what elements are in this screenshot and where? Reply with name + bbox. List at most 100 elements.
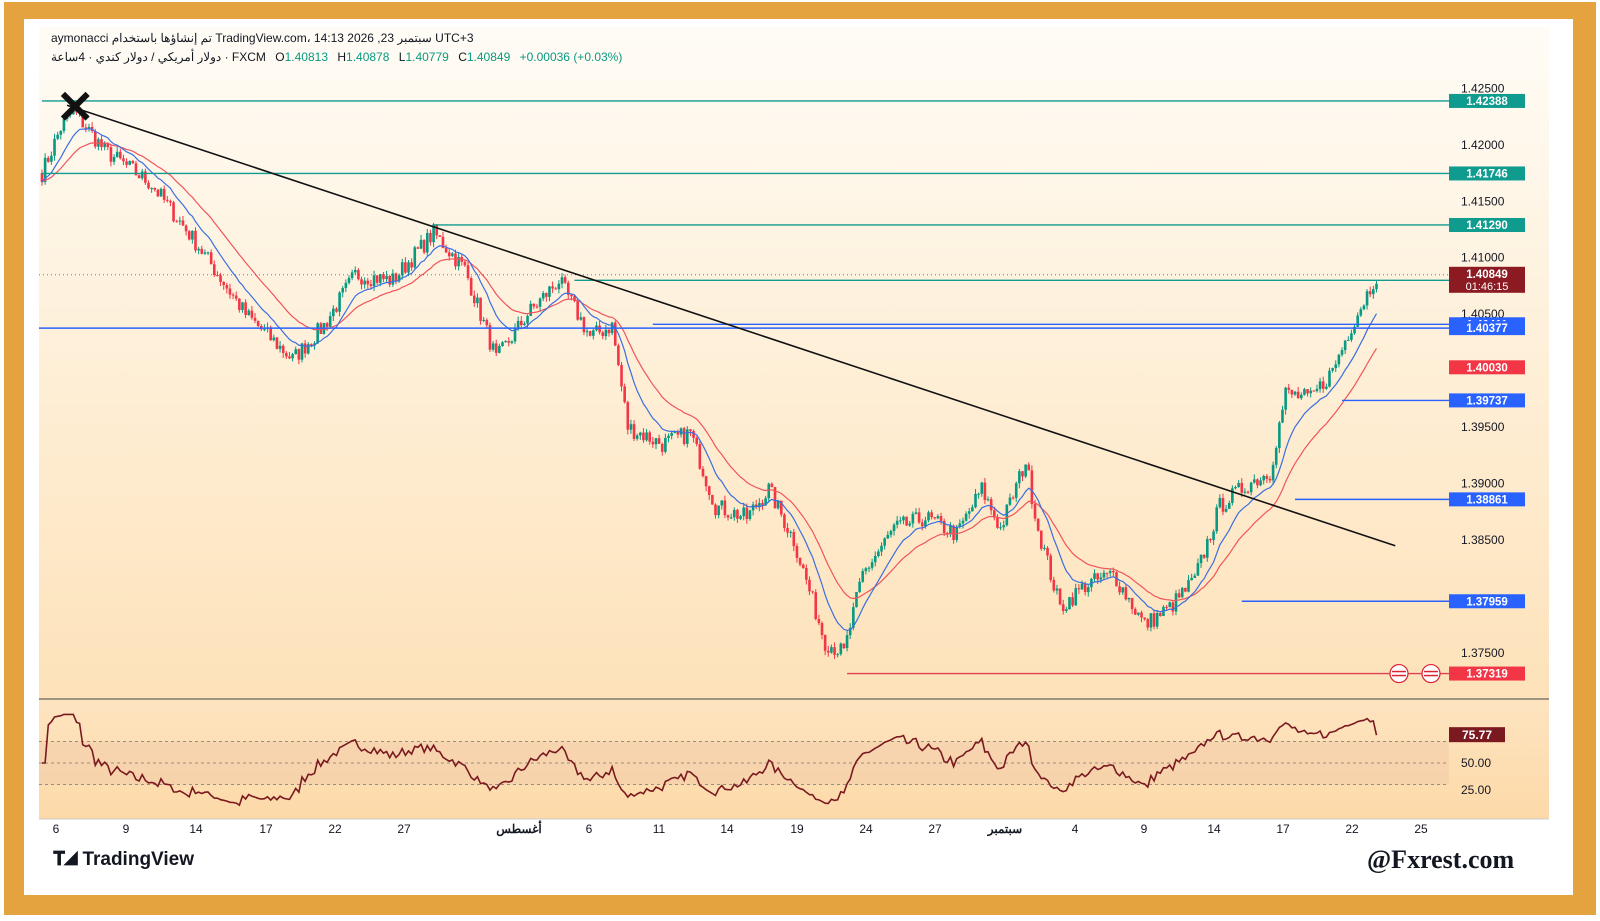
candle — [357, 269, 360, 280]
candle — [328, 316, 332, 327]
candle — [707, 486, 711, 495]
candle — [1036, 518, 1040, 531]
candle — [670, 432, 673, 436]
candle — [501, 342, 504, 346]
candle — [278, 345, 282, 349]
candle — [1102, 572, 1106, 578]
candle — [1259, 480, 1262, 486]
time-tick-label: 19 — [790, 822, 804, 836]
candle — [732, 509, 736, 518]
candle — [545, 293, 548, 297]
candle — [1224, 508, 1228, 512]
candle — [570, 294, 573, 297]
candle — [964, 513, 968, 521]
countdown-label: 01:46:15 — [1466, 281, 1509, 293]
candle — [1065, 609, 1068, 611]
candle — [59, 130, 63, 135]
time-tick-label: 14 — [189, 822, 203, 836]
candle — [1331, 368, 1334, 371]
candle — [494, 343, 498, 353]
candle — [212, 264, 216, 276]
candle — [792, 531, 796, 547]
rsi-value-badge — [1449, 727, 1505, 743]
candle — [297, 349, 301, 360]
time-tick-label: 17 — [259, 822, 273, 836]
candle — [175, 221, 178, 223]
candle — [607, 329, 611, 334]
candle — [751, 504, 755, 511]
candle — [779, 500, 783, 515]
candle — [513, 328, 517, 342]
candle — [1140, 612, 1143, 618]
symbol-label: دولار أمريكي / دولار كندي · 4ساعة · FXCM — [51, 50, 266, 64]
price-tick-label: 1.42500 — [1461, 81, 1505, 95]
price-chart[interactable]: ✕ 1.425001.420001.415001.410001.405001.39… — [39, 27, 1549, 837]
candle — [833, 647, 836, 655]
candle — [62, 119, 66, 131]
candle — [1011, 497, 1015, 499]
candle — [601, 332, 605, 337]
header-info: تم إنشاؤها باستخدام TradingView.com، 14:… — [111, 31, 474, 45]
candle — [1137, 612, 1140, 615]
high-label: H — [337, 50, 347, 64]
candle — [457, 256, 460, 267]
candle — [1281, 409, 1284, 423]
time-tick-label: 22 — [1345, 822, 1359, 836]
candle — [347, 277, 351, 283]
time-tick-label: 6 — [586, 822, 593, 836]
time-tick-label: 17 — [1276, 822, 1290, 836]
candle — [344, 282, 348, 289]
candle — [1043, 547, 1046, 549]
candle — [557, 283, 561, 290]
rsi-line — [42, 713, 1378, 807]
candle — [388, 276, 392, 285]
flag-icon — [1421, 663, 1441, 684]
level-badge-label: 1.37959 — [1466, 596, 1508, 608]
candle — [1146, 619, 1150, 628]
candle — [930, 512, 933, 518]
candle — [507, 341, 511, 343]
candle — [1155, 612, 1159, 627]
candle — [463, 261, 467, 266]
candle — [535, 306, 539, 308]
candle — [664, 437, 667, 452]
candle — [1077, 588, 1081, 590]
candle — [222, 281, 225, 286]
candle — [225, 285, 229, 289]
price-tick-label: 1.41000 — [1461, 251, 1505, 265]
candle — [1118, 586, 1121, 593]
low-value: 1.40779 — [405, 50, 449, 64]
tradingview-logo[interactable]: 𝐓◢ TradingView — [53, 849, 194, 871]
candle — [504, 341, 507, 343]
candle — [789, 531, 792, 533]
candle — [761, 502, 764, 506]
candle — [883, 538, 886, 546]
candle — [1346, 339, 1350, 341]
candle — [56, 134, 59, 139]
candle — [776, 500, 780, 509]
candle — [1071, 597, 1074, 606]
candle — [917, 512, 921, 523]
candle — [999, 527, 1002, 529]
candle — [125, 161, 128, 165]
candle — [1187, 580, 1190, 592]
candle — [764, 498, 767, 506]
candle — [194, 230, 197, 251]
candle — [1058, 588, 1062, 605]
candle — [873, 556, 877, 563]
candle — [786, 527, 789, 533]
candle — [197, 248, 200, 251]
candle — [723, 500, 727, 516]
candle — [444, 247, 448, 253]
candle — [394, 273, 398, 282]
level-badge — [1449, 217, 1525, 232]
candle — [1350, 333, 1353, 340]
candle — [285, 353, 288, 357]
candle — [68, 114, 72, 116]
candle — [303, 343, 307, 354]
candle — [795, 546, 799, 558]
candle — [826, 650, 830, 653]
candle — [1359, 309, 1363, 316]
candle — [369, 284, 373, 287]
candle — [1274, 448, 1278, 465]
